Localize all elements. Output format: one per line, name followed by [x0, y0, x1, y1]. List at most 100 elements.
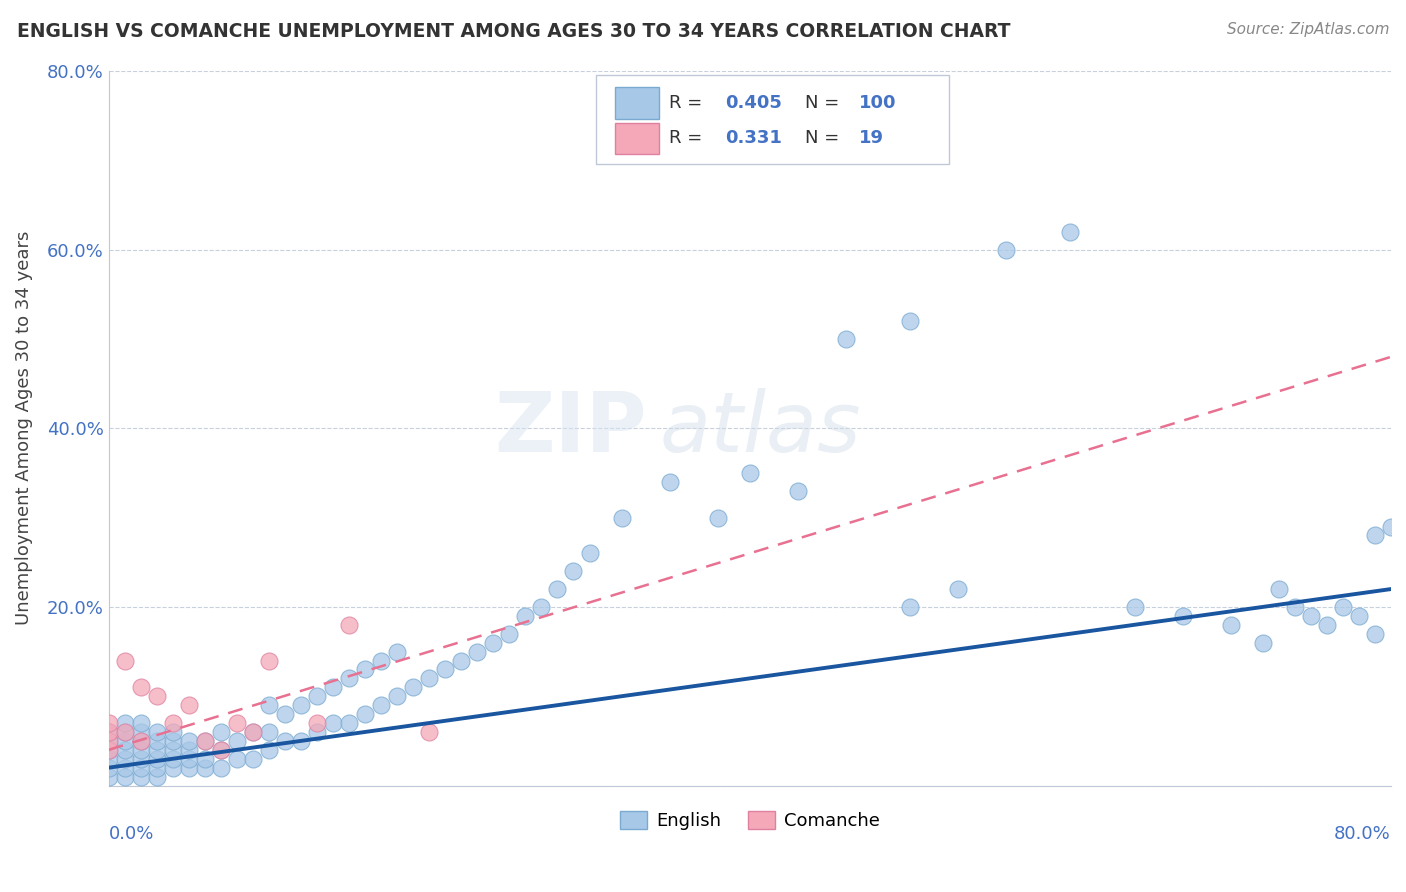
Point: [177, 761, 200, 775]
Point: [242, 725, 264, 739]
Point: [209, 725, 232, 739]
Point: [1364, 528, 1386, 542]
Point: [337, 617, 360, 632]
Point: [498, 626, 520, 640]
Point: [194, 761, 217, 775]
Point: [145, 761, 167, 775]
Point: [1331, 599, 1354, 614]
Point: [114, 770, 136, 784]
Point: [225, 752, 247, 766]
Point: [402, 681, 425, 695]
Point: [114, 653, 136, 667]
Point: [465, 644, 488, 658]
Point: [177, 752, 200, 766]
Point: [418, 725, 440, 739]
Point: [97, 770, 120, 784]
Point: [1284, 599, 1306, 614]
Point: [97, 725, 120, 739]
Point: [274, 707, 297, 722]
Text: 80.0%: 80.0%: [1334, 825, 1391, 843]
Point: [114, 761, 136, 775]
Point: [114, 725, 136, 739]
Point: [257, 653, 280, 667]
Point: [145, 734, 167, 748]
Point: [97, 725, 120, 739]
Point: [129, 681, 152, 695]
Point: [482, 635, 505, 649]
Point: [995, 243, 1018, 257]
Text: 0.331: 0.331: [725, 129, 782, 147]
Point: [177, 743, 200, 757]
Point: [337, 672, 360, 686]
Point: [225, 716, 247, 731]
Point: [578, 546, 600, 560]
Point: [129, 734, 152, 748]
Point: [305, 690, 328, 704]
Text: 0.405: 0.405: [725, 94, 782, 112]
Text: N =: N =: [806, 94, 845, 112]
Point: [114, 725, 136, 739]
Point: [145, 752, 167, 766]
Point: [515, 608, 537, 623]
Point: [145, 770, 167, 784]
Point: [194, 752, 217, 766]
Point: [162, 725, 184, 739]
Point: [418, 672, 440, 686]
Point: [194, 734, 217, 748]
Text: 19: 19: [859, 129, 884, 147]
Point: [145, 690, 167, 704]
Point: [337, 716, 360, 731]
Text: R =: R =: [669, 94, 709, 112]
Point: [290, 734, 312, 748]
Point: [129, 761, 152, 775]
Point: [322, 716, 344, 731]
Point: [129, 716, 152, 731]
Point: [257, 725, 280, 739]
Point: [97, 743, 120, 757]
Text: Source: ZipAtlas.com: Source: ZipAtlas.com: [1226, 22, 1389, 37]
Point: [1171, 608, 1194, 623]
Point: [177, 698, 200, 713]
Point: [738, 466, 761, 480]
Point: [305, 716, 328, 731]
Point: [706, 510, 728, 524]
Point: [1364, 626, 1386, 640]
Point: [145, 725, 167, 739]
Point: [194, 734, 217, 748]
Point: [434, 662, 457, 676]
Point: [145, 743, 167, 757]
Point: [225, 734, 247, 748]
Text: 100: 100: [859, 94, 896, 112]
Point: [97, 752, 120, 766]
Point: [610, 510, 633, 524]
Text: ZIP: ZIP: [495, 388, 647, 469]
Point: [546, 582, 568, 596]
Point: [97, 761, 120, 775]
Point: [97, 734, 120, 748]
Point: [898, 314, 921, 328]
Point: [209, 743, 232, 757]
Text: atlas: atlas: [659, 388, 862, 469]
Point: [322, 681, 344, 695]
Point: [114, 743, 136, 757]
Point: [1251, 635, 1274, 649]
Point: [948, 582, 970, 596]
Legend: English, Comanche: English, Comanche: [613, 804, 887, 838]
Point: [1059, 225, 1081, 239]
Point: [1348, 608, 1371, 623]
Point: [1268, 582, 1291, 596]
Text: ENGLISH VS COMANCHE UNEMPLOYMENT AMONG AGES 30 TO 34 YEARS CORRELATION CHART: ENGLISH VS COMANCHE UNEMPLOYMENT AMONG A…: [17, 22, 1011, 41]
Point: [162, 761, 184, 775]
Point: [114, 734, 136, 748]
Point: [354, 707, 377, 722]
Point: [162, 743, 184, 757]
Point: [162, 716, 184, 731]
Point: [1379, 519, 1402, 533]
Point: [354, 662, 377, 676]
Text: R =: R =: [669, 129, 709, 147]
Text: N =: N =: [806, 129, 845, 147]
Point: [1316, 617, 1339, 632]
Point: [1123, 599, 1146, 614]
Point: [385, 690, 408, 704]
Point: [658, 475, 681, 489]
